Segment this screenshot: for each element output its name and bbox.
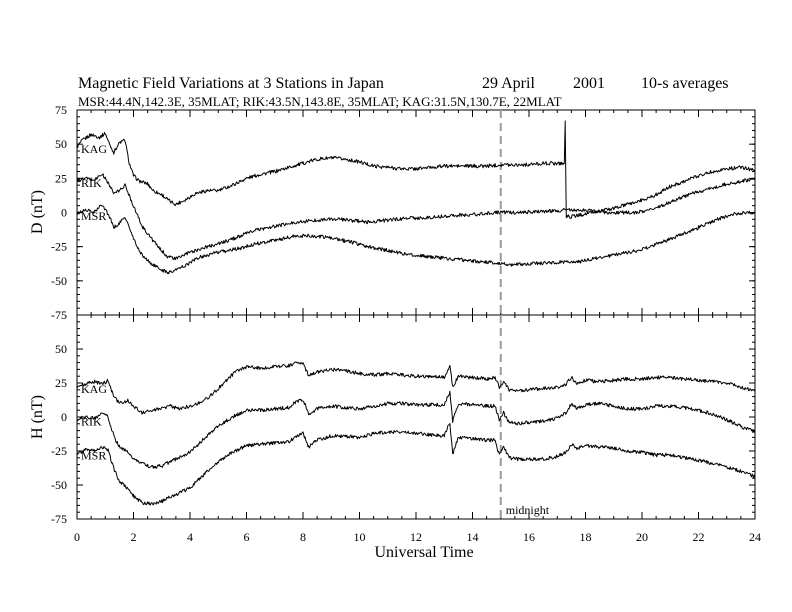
xtick-label: 10 — [354, 530, 366, 544]
d-station-label-kag: KAG — [81, 142, 107, 156]
chart-date: 29 April — [482, 75, 535, 92]
h-ytick-label: -50 — [51, 478, 67, 492]
d-series-msr — [76, 204, 756, 275]
xtick-label: 8 — [300, 530, 306, 544]
d-ytick-label: -50 — [51, 274, 67, 288]
xtick-label: 0 — [74, 530, 80, 544]
d-ytick-label: 25 — [55, 171, 67, 185]
xtick-label: 14 — [467, 530, 479, 544]
d-ytick-label: -75 — [51, 308, 67, 322]
h-ytick-label: 25 — [55, 376, 67, 390]
d-axis-label: D (nT) — [29, 190, 46, 234]
d-ytick-label: -25 — [51, 240, 67, 254]
h-axis-label: H (nT) — [29, 395, 46, 439]
h-station-label-rik: RIK — [81, 415, 102, 429]
chart-title: Magnetic Field Variations at 3 Stations … — [78, 75, 384, 92]
d-series-kag — [76, 120, 756, 219]
h-ytick-label: -25 — [51, 444, 67, 458]
h-station-label-kag: KAG — [81, 382, 107, 396]
chart-stations-subtitle: MSR:44.4N,142.3E, 35MLAT; RIK:43.5N,143.… — [78, 94, 562, 109]
d-station-label-msr: MSR — [81, 209, 106, 223]
h-ytick-label: -75 — [51, 512, 67, 526]
x-axis-label: Universal Time — [374, 544, 473, 561]
d-ytick-label: 0 — [61, 206, 67, 220]
xtick-label: 2 — [131, 530, 137, 544]
xtick-label: 6 — [244, 530, 250, 544]
d-station-label-rik: RIK — [81, 176, 102, 190]
xtick-label: 20 — [636, 530, 648, 544]
h-panel-frame — [76, 314, 756, 520]
xtick-label: 16 — [523, 530, 535, 544]
d-ytick-label: 50 — [55, 137, 67, 151]
h-series-rik — [76, 390, 756, 469]
h-ytick-label: 50 — [55, 342, 67, 356]
d-ytick-label: 75 — [55, 103, 67, 117]
h-ytick-label: 0 — [61, 410, 67, 424]
midnight-label: midnight — [506, 503, 550, 517]
xtick-label: 22 — [693, 530, 705, 544]
h-series-kag — [76, 361, 756, 415]
h-series-msr — [76, 423, 756, 506]
xtick-label: 24 — [749, 530, 761, 544]
h-station-label-msr: MSR — [81, 449, 106, 463]
d-series-rik — [76, 173, 756, 261]
d-panel-frame — [76, 109, 756, 316]
xtick-label: 12 — [410, 530, 422, 544]
xtick-label: 4 — [187, 530, 193, 544]
d-component-panel: 75 50 25 0 -25 -50 -75 KAG RIK MSR — [51, 103, 756, 322]
chart-year: 2001 — [573, 75, 605, 92]
xtick-label: 18 — [580, 530, 592, 544]
chart-averaging: 10-s averages — [641, 75, 729, 92]
